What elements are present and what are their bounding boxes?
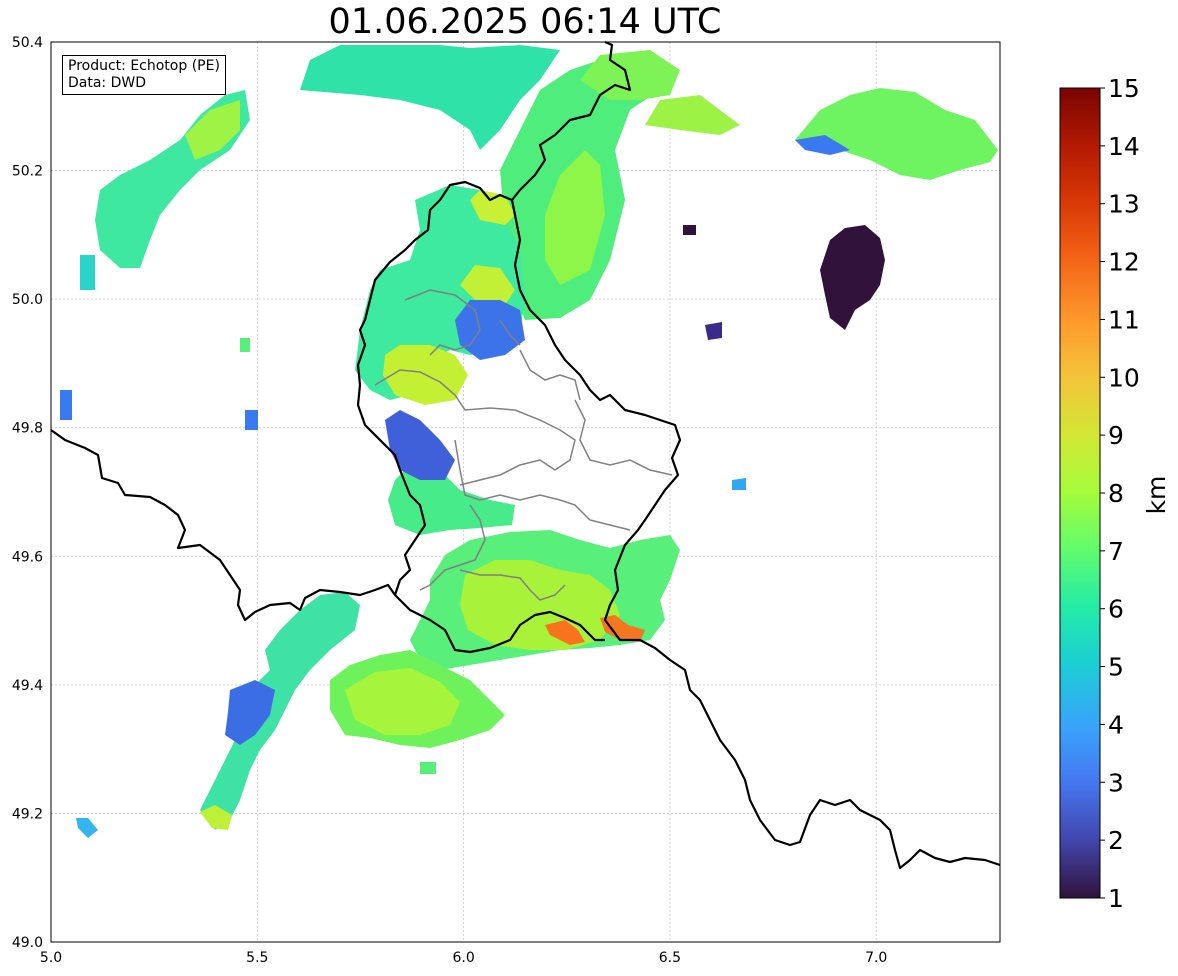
colorbar-tick-label: 8: [1108, 479, 1124, 508]
y-tick-label: 49.2: [12, 806, 43, 822]
colorbar-label: km: [1142, 476, 1171, 515]
echo-cell-north-mid: [645, 95, 740, 135]
border-germany-north: [511, 40, 632, 201]
info-box: Product: Echotop (PE) Data: DWD: [62, 55, 226, 95]
x-tick-label: 7.0: [865, 950, 887, 966]
echo-cell-dark: [820, 225, 885, 330]
border-luxembourg-south: [394, 594, 605, 654]
echo-cell-small-teal-b: [732, 478, 746, 490]
echo-cell-sw-strip: [200, 592, 360, 830]
colorbar-tick-label: 15: [1108, 74, 1140, 103]
x-tick-label: 6.0: [452, 950, 474, 966]
y-axis-ticks: 49.0 49.2 49.4 49.6 49.8 50.0 50.2 50.4: [12, 35, 43, 951]
echo-cell-center-north-blue: [455, 300, 525, 360]
x-axis-ticks: 5.0 5.5 6.0 6.5 7.0: [40, 950, 887, 966]
colorbar-tick-label: 3: [1108, 768, 1124, 797]
echo-cell-small-blue-a: [60, 390, 72, 420]
y-tick-label: 49.8: [12, 421, 43, 437]
y-tick-label: 50.4: [12, 35, 43, 51]
colorbar-tick-label: 11: [1108, 305, 1140, 334]
echo-cell-small-teal-c: [76, 818, 98, 838]
colorbar-tick-label: 4: [1108, 710, 1124, 739]
echo-cell-south-peak-a: [545, 620, 585, 645]
echo-cell-small-dark-a: [683, 225, 696, 235]
colorbar-tick-label: 10: [1108, 363, 1140, 392]
y-tick-label: 49.6: [12, 549, 43, 565]
echo-cell-north-band-core: [545, 150, 605, 285]
echo-cell-south-core: [460, 560, 620, 650]
x-tick-label: 6.5: [659, 950, 681, 966]
echo-cell-center-mid: [388, 465, 515, 535]
x-tick-label: 5.5: [246, 950, 268, 966]
echo-cell-center-north-yellow-top: [470, 190, 515, 225]
echo-cell-small-teal-a: [80, 255, 95, 290]
echo-cell-center-mid-blue: [385, 410, 455, 480]
colorbar-tick-label: 6: [1108, 595, 1124, 624]
colorbar-tick-label: 7: [1108, 537, 1124, 566]
national-borders: [50, 40, 1001, 870]
echo-cell-nw-core: [185, 100, 240, 160]
data-source-label: Data: DWD: [68, 75, 146, 91]
colorbar-tick-label: 14: [1108, 132, 1140, 161]
colorbar-tick-label: 1: [1108, 884, 1124, 913]
echo-cell-sw-strip-blue: [225, 680, 275, 745]
y-tick-label: 49.0: [12, 935, 43, 951]
colorbar-tick-label: 13: [1108, 190, 1140, 219]
echo-cell-ne: [795, 88, 998, 180]
colorbar: [1059, 87, 1101, 899]
echo-cell-sw-strip-yellow: [200, 805, 232, 830]
echo-cell-north-top: [300, 45, 560, 150]
colorbar-tick-label: 9: [1108, 421, 1124, 450]
y-tick-label: 49.4: [12, 678, 43, 694]
colorbar-tick-label: 2: [1108, 826, 1124, 855]
echo-cell-south-peak-b: [600, 615, 645, 642]
colorbar-tick-label: 5: [1108, 653, 1124, 682]
echo-cell-north-top-east: [580, 50, 680, 100]
map-title: 01.06.2025 06:14 UTC: [328, 2, 722, 42]
axes-frame: [50, 41, 1001, 943]
echo-cell-small-blue-b: [245, 410, 258, 430]
admin-borders: [374, 289, 673, 601]
echo-cell-small-green-b: [240, 338, 250, 352]
border-belgium-france: [50, 429, 396, 622]
x-tick-label: 5.0: [40, 950, 62, 966]
border-belgium-luxembourg: [356, 180, 1001, 870]
echo-cell-ne-edge: [795, 135, 850, 155]
y-tick-label: 50.0: [12, 292, 43, 308]
echo-cell-small-green: [420, 762, 436, 774]
echo-cell-center-north-core: [460, 265, 515, 305]
colorbar-tick-label: 12: [1108, 248, 1140, 277]
echo-cell-small-dark-b: [705, 322, 722, 340]
echo-cell-southwest-core: [345, 668, 460, 735]
product-label: Product: Echotop (PE): [68, 58, 220, 74]
y-tick-label: 50.2: [12, 164, 43, 180]
